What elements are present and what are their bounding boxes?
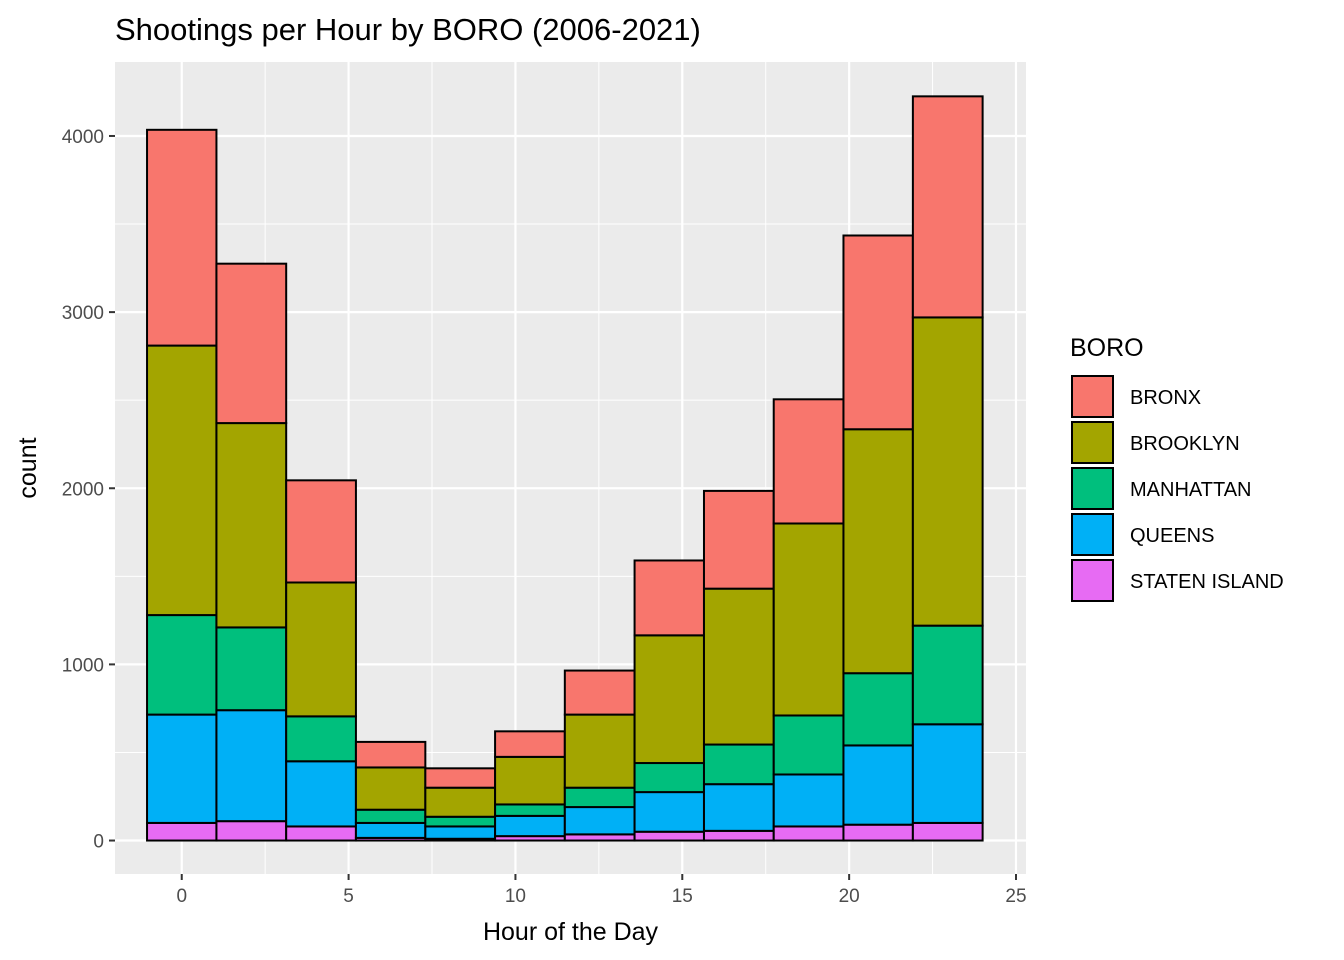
bar-brooklyn [146, 344, 218, 617]
legend-label-brooklyn: BROOKLYN [1130, 433, 1240, 455]
bar-bronx [285, 479, 357, 584]
y-axis: 0 1000 2000 3000 4000 [62, 127, 115, 853]
bar-brooklyn [494, 755, 566, 806]
bar-staten-island [702, 829, 775, 842]
bar-staten-island [215, 820, 288, 842]
bar-staten-island [842, 823, 914, 842]
x-tick-label: 20 [839, 886, 860, 907]
bar-manhattan [772, 714, 845, 776]
legend-key-brooklyn [1071, 421, 1114, 464]
bar-bronx [772, 398, 845, 525]
bar-manhattan [633, 762, 705, 794]
bar-queens [772, 773, 845, 828]
bar-staten-island [146, 821, 218, 842]
bar-brooklyn [563, 713, 636, 789]
bar-manhattan [354, 808, 427, 824]
bar-manhattan [285, 715, 357, 763]
legend-key-queens [1071, 513, 1114, 556]
legend-label-queens: QUEENS [1130, 525, 1214, 547]
bar-bronx [354, 740, 427, 769]
bars [146, 95, 984, 842]
bar-brooklyn [354, 766, 427, 811]
legend-label-bronx: BRONX [1130, 387, 1201, 409]
bar-bronx [424, 767, 497, 789]
bar-staten-island [285, 825, 357, 842]
bar-bronx [215, 262, 288, 425]
bar-bronx [146, 128, 218, 347]
bar-manhattan [424, 815, 497, 828]
bar-queens [215, 709, 288, 823]
bar-brooklyn [702, 587, 775, 746]
x-tick-label: 25 [1005, 886, 1026, 907]
bar-staten-island [911, 821, 984, 842]
bar-queens [354, 821, 427, 839]
bar-bronx [702, 489, 775, 590]
bar-queens [633, 791, 705, 833]
bar-manhattan [911, 624, 984, 726]
legend-key-staten-island [1071, 559, 1114, 602]
legend: BORO BRONX BROOKLYN MANHATTAN QUEENS STATEN … [1070, 334, 1284, 602]
y-tick-label: 3000 [62, 303, 104, 324]
legend-key-manhattan [1071, 467, 1114, 510]
legend-title: BORO [1070, 334, 1144, 362]
x-tick-label: 5 [343, 886, 354, 907]
bar-manhattan [215, 626, 288, 712]
bar-manhattan [702, 743, 775, 786]
y-tick-label: 2000 [62, 479, 104, 500]
bar-queens [146, 713, 218, 824]
legend-label-staten-island: STATEN ISLAND [1130, 571, 1284, 593]
bar-queens [424, 825, 497, 840]
bar-bronx [842, 234, 914, 431]
x-tick-label: 10 [505, 886, 526, 907]
bar-bronx [911, 95, 984, 319]
bar-staten-island [633, 830, 705, 842]
bar-queens [563, 806, 636, 836]
y-tick-label: 1000 [62, 655, 104, 676]
x-axis: 0 5 10 15 20 25 [176, 874, 1027, 907]
x-tick-label: 15 [672, 886, 693, 907]
y-tick-label: 0 [93, 832, 104, 853]
bar-brooklyn [215, 422, 288, 629]
bar-queens [842, 744, 914, 826]
bar-bronx [494, 730, 566, 758]
legend-key-bronx [1071, 375, 1114, 418]
x-axis-title: Hour of the Day [483, 918, 659, 946]
bar-brooklyn [633, 634, 705, 765]
chart-title: Shootings per Hour by BORO (2006-2021) [115, 12, 701, 47]
bar-brooklyn [911, 316, 984, 627]
bar-queens [494, 814, 566, 838]
bar-queens [285, 760, 357, 828]
bar-brooklyn [424, 786, 497, 818]
bar-queens [702, 783, 775, 832]
bar-manhattan [494, 803, 566, 817]
y-tick-label: 4000 [62, 127, 104, 148]
x-tick-label: 0 [176, 886, 187, 907]
y-axis-title: count [14, 437, 42, 498]
bar-bronx [633, 559, 705, 637]
bar-bronx [563, 669, 636, 716]
legend-label-manhattan: MANHATTAN [1130, 479, 1251, 501]
bar-brooklyn [285, 581, 357, 718]
bar-queens [911, 723, 984, 824]
bar-manhattan [146, 614, 218, 716]
bar-brooklyn [772, 522, 845, 717]
bar-brooklyn [842, 428, 914, 675]
bar-manhattan [563, 786, 636, 809]
bar-manhattan [842, 672, 914, 747]
bar-staten-island [772, 825, 845, 842]
